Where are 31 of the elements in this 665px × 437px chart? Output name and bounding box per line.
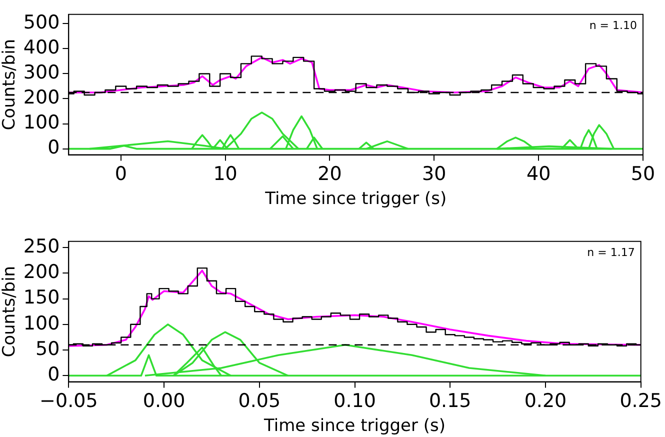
x-tick-label: 0.25 bbox=[620, 390, 662, 412]
y-tick-label: 100 bbox=[23, 112, 60, 134]
x-tick-label: −0.05 bbox=[40, 390, 98, 412]
x-tick-label: 10 bbox=[213, 163, 238, 186]
y-axis-title: Counts/bin bbox=[0, 38, 20, 130]
y-tick-label: 0 bbox=[48, 364, 60, 386]
x-tick-label: 0.05 bbox=[238, 390, 281, 412]
y-tick-label: 250 bbox=[23, 235, 60, 258]
x-tick-label: 20 bbox=[318, 163, 342, 186]
x-tick-label: 0 bbox=[114, 163, 127, 186]
y-tick-label: 50 bbox=[35, 338, 60, 360]
x-tick-label: 0.20 bbox=[524, 390, 567, 412]
x-axis-title: Time since trigger (s) bbox=[263, 416, 446, 436]
y-tick-label: 150 bbox=[23, 286, 60, 309]
y-tick-label: 200 bbox=[23, 261, 60, 284]
x-tick-label: 50 bbox=[630, 163, 656, 186]
annotation: n = 1.10 bbox=[589, 18, 637, 32]
x-tick-label: 0.15 bbox=[428, 390, 472, 412]
x-axis-title: Time since trigger (s) bbox=[264, 189, 447, 210]
y-tick-label: 300 bbox=[23, 62, 60, 84]
x-tick-label: 0.00 bbox=[142, 390, 186, 412]
x-tick-label: 0.10 bbox=[334, 390, 376, 412]
y-tick-label: 100 bbox=[23, 312, 60, 334]
y-axis-title: Counts/bin bbox=[0, 266, 20, 358]
y-tick-label: 400 bbox=[23, 36, 60, 59]
y-tick-label: 500 bbox=[23, 12, 60, 34]
annotation: n = 1.17 bbox=[587, 246, 635, 259]
y-tick-label: 200 bbox=[23, 86, 60, 109]
x-tick-label: 30 bbox=[422, 163, 446, 186]
x-tick-label: 40 bbox=[526, 163, 551, 186]
y-tick-label: 0 bbox=[48, 136, 60, 159]
